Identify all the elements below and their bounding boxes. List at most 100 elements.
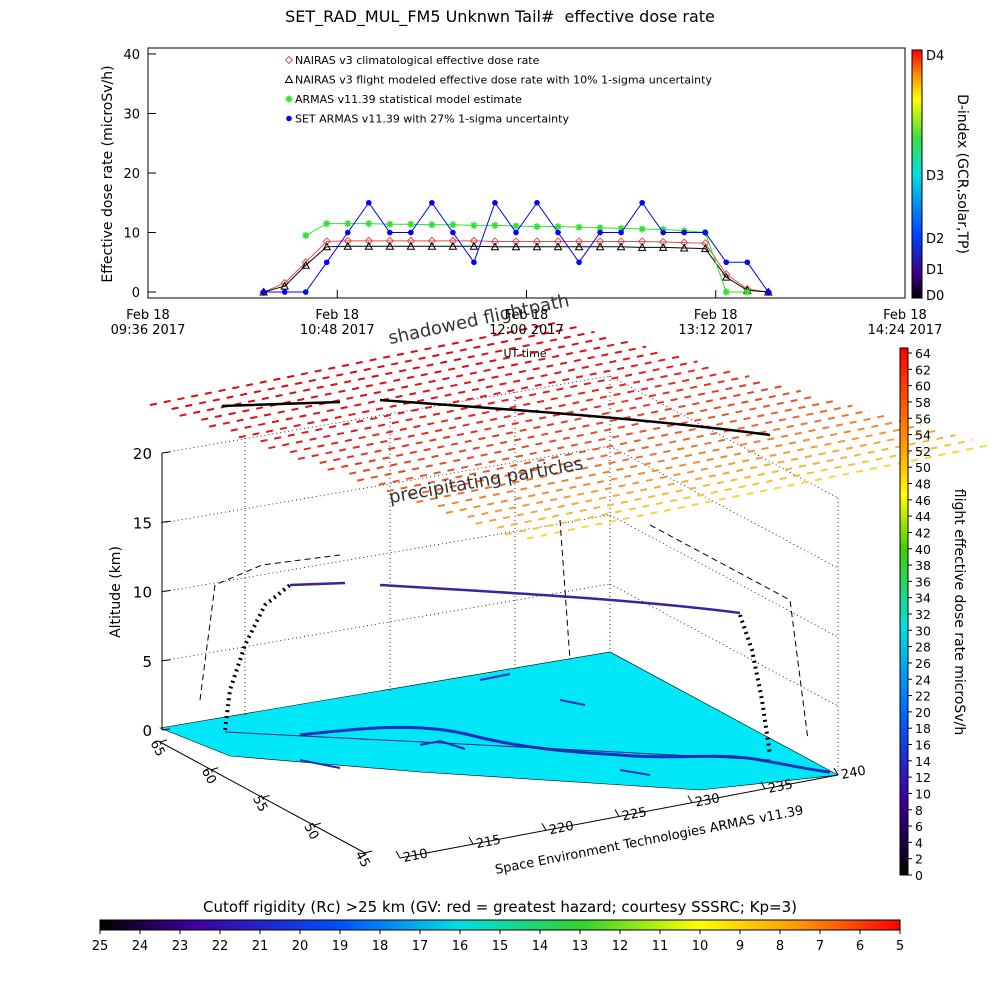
- point: [575, 223, 583, 231]
- point: [429, 199, 435, 206]
- dose-dashes: [475, 429, 939, 525]
- dose-dashes: [505, 439, 973, 536]
- point: [532, 237, 542, 246]
- point: [639, 199, 645, 206]
- y-tick-label: 30: [123, 107, 140, 122]
- point: [469, 236, 479, 246]
- dose-dashes: [253, 355, 681, 444]
- point: [323, 220, 331, 228]
- x-tick-label: 240: [840, 763, 867, 782]
- point: [743, 288, 751, 296]
- legend-label: SET ARMAS v11.39 with 27% 1-sigma uncert…: [295, 113, 569, 126]
- point: [260, 289, 267, 295]
- point: [385, 236, 395, 246]
- point: [407, 220, 415, 228]
- y-tick: [364, 850, 373, 854]
- point: [744, 259, 751, 266]
- ground-map: [158, 651, 839, 791]
- x-tick-label: 220: [548, 819, 575, 838]
- x-tick: [687, 795, 693, 803]
- dose-colorbar: [899, 347, 909, 876]
- point: [512, 222, 520, 230]
- point: [595, 242, 605, 251]
- y-tick-label: 45: [352, 849, 373, 871]
- point: [554, 223, 562, 231]
- colorbar-tick-label: 23: [172, 939, 189, 954]
- point: [596, 224, 604, 232]
- colorbar-tick-label: 8: [776, 939, 784, 954]
- point: [555, 229, 561, 236]
- point: [448, 241, 458, 250]
- z-axis-label: Altitude (km): [108, 546, 124, 638]
- point: [344, 220, 352, 228]
- x-tick: [468, 836, 474, 845]
- point: [616, 237, 626, 246]
- colorbar-tick-label: 24: [915, 672, 931, 687]
- point: [490, 242, 500, 251]
- x-tick-label: Feb 18 09:36 2017: [111, 308, 186, 338]
- z-tick: [161, 451, 171, 454]
- point: [533, 223, 541, 231]
- point: [721, 272, 731, 281]
- colorbar-tick-label: 64: [915, 346, 931, 361]
- z-tick-label: 0: [142, 722, 152, 740]
- colorbar-tick-label: 26: [915, 656, 931, 671]
- colorbar-tick-label: 0: [915, 868, 923, 883]
- y-tick: [262, 795, 270, 798]
- series-line: [263, 245, 769, 293]
- x-tick-label: Feb 18 13:12 2017: [678, 308, 753, 338]
- point: [406, 241, 416, 250]
- colorbar-tick-label: D4: [926, 49, 944, 64]
- point: [302, 232, 310, 239]
- dose-dashes: [209, 340, 629, 428]
- point: [532, 242, 542, 251]
- dose-dashes: [297, 370, 733, 460]
- colorbar-tick-label: 50: [915, 460, 931, 475]
- point: [597, 229, 603, 236]
- point: [491, 221, 499, 229]
- colorbar-tick-label: 4: [915, 835, 923, 850]
- point: [301, 260, 311, 269]
- point: [408, 229, 414, 236]
- point: [322, 237, 331, 246]
- colorbar-tick-label: 25: [92, 939, 109, 954]
- dose-dashes: [357, 389, 801, 482]
- point: [471, 259, 477, 266]
- x-tick-label: 215: [475, 833, 502, 852]
- point: [637, 242, 647, 251]
- flight-path: [199, 398, 809, 761]
- dose-dashes: [238, 350, 664, 439]
- colorbar-tick-label: 48: [915, 477, 931, 492]
- colorbar-tick-label: 10: [915, 786, 931, 801]
- colorbar-tick-label: 38: [915, 558, 931, 573]
- z-tick-label: 15: [133, 514, 152, 532]
- x-tick-label: 210: [402, 846, 429, 865]
- y-tick-label: 55: [249, 793, 270, 815]
- legend-label: NAIRAS v3 flight modeled effective dose …: [295, 74, 712, 87]
- point: [700, 244, 710, 253]
- point: [385, 241, 395, 250]
- colorbar-tick-label: 42: [915, 525, 931, 540]
- point: [284, 55, 294, 65]
- z-tick-label: 5: [142, 653, 152, 671]
- colorbar-tick-label: 16: [452, 939, 469, 954]
- point: [302, 289, 309, 295]
- colorbar-tick-label: 2: [915, 852, 923, 867]
- point: [344, 229, 351, 236]
- point: [387, 229, 393, 236]
- colorbar-tick-label: 40: [915, 542, 931, 557]
- point: [365, 220, 373, 228]
- colorbar-tick-label: D3: [926, 169, 944, 184]
- point: [658, 237, 668, 247]
- point: [638, 225, 646, 233]
- x-tick-label: 225: [621, 805, 648, 824]
- colorbar-tick-label: 22: [915, 689, 931, 704]
- dose-dashes: [431, 414, 887, 509]
- colorbar-tick-label: 24: [132, 939, 149, 954]
- y-tick: [159, 739, 168, 743]
- dose-dashes: [460, 424, 922, 520]
- point: [534, 199, 540, 206]
- y-tick-label: 65: [147, 738, 168, 760]
- colorbar-tick-label: 54: [915, 428, 931, 443]
- point: [702, 229, 709, 236]
